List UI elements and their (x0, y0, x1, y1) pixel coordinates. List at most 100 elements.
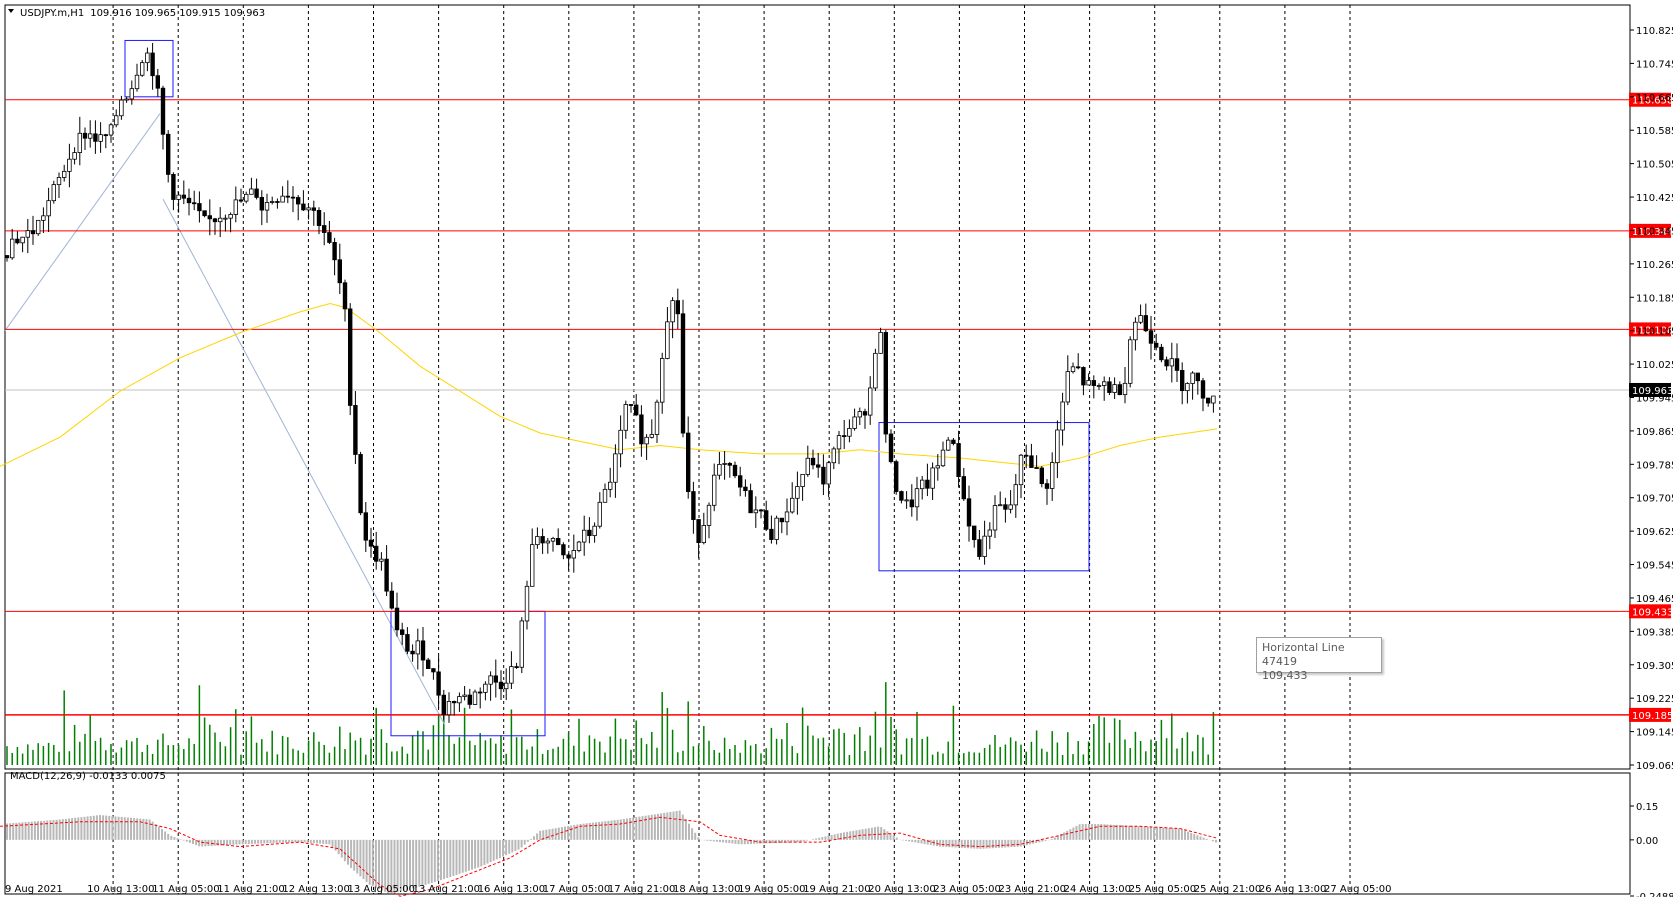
candle-body (176, 194, 181, 200)
candle-body (914, 488, 920, 508)
candle-body (1044, 483, 1050, 489)
horizontal-line-price-label: 109.433 (1632, 607, 1673, 618)
candle-body (680, 313, 686, 434)
candle-body (556, 538, 561, 546)
candle-body (451, 701, 457, 704)
candle-body (420, 640, 426, 661)
candle-body (888, 433, 894, 463)
candle-body (540, 536, 545, 544)
candle-body (306, 207, 311, 211)
price-axis-label: 109.065 (1636, 761, 1673, 772)
candle-body (301, 203, 306, 211)
candle-body (1018, 454, 1024, 486)
candle-body (1138, 315, 1143, 323)
candle-body (483, 683, 488, 693)
candle-body (20, 236, 25, 244)
candle-body (399, 629, 405, 635)
price-axis-label: 109.865 (1636, 427, 1673, 438)
candle-body (545, 540, 550, 544)
candle-body (82, 132, 88, 139)
candle-body (550, 538, 556, 542)
candle-body (1024, 454, 1029, 457)
rectangle-object (124, 39, 174, 98)
candle-body (207, 215, 212, 220)
candle-body (103, 134, 108, 137)
candle-body (873, 352, 878, 389)
candle-body (119, 99, 124, 117)
candle-body (389, 590, 394, 609)
price-axis-label: 110.185 (1636, 293, 1673, 304)
candle-body (384, 558, 389, 592)
candle-body (597, 501, 602, 527)
candle-body (561, 544, 566, 556)
candle-body (295, 197, 301, 205)
candle-body (1102, 381, 1107, 386)
candle-body (795, 486, 800, 499)
candle-body (67, 158, 72, 172)
candle-body (155, 75, 160, 89)
candle-body (748, 490, 753, 514)
candle-body (686, 432, 691, 492)
price-axis-label: 109.225 (1636, 694, 1673, 705)
candle-body (649, 434, 654, 438)
candle-body (966, 498, 972, 527)
chart-title: USDJPY.m,H1 109.916 109.965 109.915 109.9… (20, 8, 265, 19)
candle-body (613, 453, 618, 483)
candle-body (977, 539, 982, 557)
candle-body (706, 504, 712, 526)
candle-body (582, 529, 587, 543)
candle-body (238, 199, 244, 202)
candle-body (93, 133, 98, 142)
candle-body (1133, 321, 1138, 341)
candle-body (368, 539, 374, 547)
candle-body (826, 462, 831, 485)
candle-body (56, 177, 62, 186)
candle-body (930, 467, 935, 489)
candle-body (519, 620, 524, 668)
time-axis-label: 19 Aug 05:00 (738, 884, 805, 895)
price-label-box (1629, 223, 1671, 238)
candle-body (1029, 455, 1034, 468)
candle-body (810, 457, 816, 466)
candle-body (1174, 358, 1180, 371)
candle-body (290, 196, 296, 199)
candle-body (774, 517, 779, 540)
price-axis-label: 109.945 (1636, 394, 1673, 405)
candle-body (41, 215, 46, 221)
price-label-box (1629, 92, 1671, 107)
candle-body (852, 416, 857, 429)
candle-body (217, 217, 223, 223)
rectangle-object (878, 422, 1090, 572)
candle-body (88, 133, 93, 139)
candle-body (9, 238, 15, 259)
price-axis-label: 110.745 (1636, 59, 1673, 70)
time-axis-label: 20 Aug 13:00 (868, 884, 935, 895)
price-axis-label: 109.625 (1636, 527, 1673, 538)
time-axis-label: 9 Aug 2021 (5, 884, 63, 895)
candle-body (743, 486, 748, 492)
candle-body (467, 694, 472, 705)
candle-body (909, 499, 914, 508)
dropdown-triangle-icon[interactable] (8, 9, 14, 13)
trend-line (4, 113, 161, 331)
candle-body (514, 666, 519, 668)
candle-body (4, 255, 10, 259)
candle-body (758, 509, 764, 512)
price-axis-label: 110.345 (1636, 226, 1673, 237)
candle-body (665, 321, 670, 359)
candle-body (738, 475, 743, 488)
volume-bars (6, 682, 1215, 765)
candle-body (634, 404, 639, 416)
candle-body (503, 682, 509, 690)
candle-body (701, 525, 706, 544)
candle-body (498, 681, 504, 690)
price-axis-label: 109.145 (1636, 728, 1673, 739)
candle-body (316, 210, 322, 226)
candle-body (857, 411, 862, 418)
candle-body (1206, 397, 1211, 404)
macd-frame (4, 772, 1631, 895)
candle-body (509, 666, 514, 684)
price-axis-label: 109.385 (1636, 627, 1673, 638)
candle-body (285, 195, 290, 198)
